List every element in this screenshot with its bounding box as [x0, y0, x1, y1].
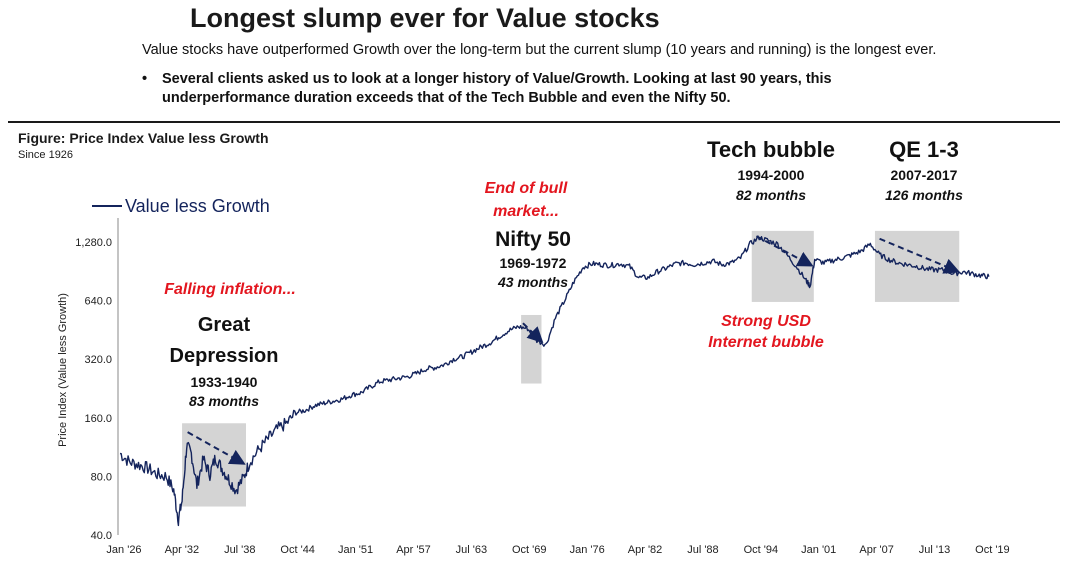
annotation-label: End of bull	[485, 180, 568, 197]
annotation-label: 83 months	[189, 393, 259, 409]
x-tick-label: Apr '57	[396, 544, 431, 556]
annotation-label: Internet bubble	[708, 334, 824, 351]
y-tick-label: 640.0	[84, 296, 112, 308]
annotation-label: Depression	[170, 345, 279, 367]
annotation-label: Nifty 50	[495, 228, 571, 251]
x-tick-label: Oct '19	[975, 544, 1010, 556]
highlight-region	[751, 230, 814, 302]
annotation-label: 126 months	[885, 187, 963, 203]
annotation-label: market...	[493, 203, 559, 220]
x-tick-label: Apr '82	[628, 544, 663, 556]
trend-arrow	[755, 235, 814, 267]
y-tick-label: 1,280.0	[75, 237, 112, 249]
y-tick-label: 80.0	[91, 471, 112, 483]
annotation-label: Great	[198, 314, 251, 336]
annotation-label: QE 1-3	[889, 137, 959, 162]
annotation-label: 2007-2017	[891, 167, 958, 183]
x-tick-label: Apr '07	[859, 544, 894, 556]
y-tick-label: 160.0	[84, 413, 112, 425]
annotation-label: Strong USD	[721, 313, 811, 330]
annotation-label: Falling inflation...	[164, 281, 296, 298]
x-tick-label: Oct '69	[512, 544, 547, 556]
x-tick-label: Jul '13	[919, 544, 950, 556]
annotation-label: 1933-1940	[191, 374, 258, 390]
bullet-icon: •	[142, 71, 148, 87]
trend-arrow	[879, 237, 961, 274]
y-tick-label: 320.0	[84, 354, 112, 366]
x-tick-label: Jul '88	[687, 544, 718, 556]
x-tick-label: Jan '76	[570, 544, 605, 556]
x-tick-label: Jan '26	[106, 544, 141, 556]
figure-title: Figure: Price Index Value less Growth	[18, 130, 269, 146]
legend-label: Value less Growth	[125, 196, 270, 216]
x-tick-label: Jan '51	[338, 544, 373, 556]
annotation-label: Tech bubble	[707, 137, 835, 162]
y-axis-label: Price Index (Value less Growth)	[57, 293, 69, 447]
x-tick-label: Apr '32	[165, 544, 200, 556]
section-divider	[8, 121, 1060, 123]
trend-arrow	[187, 431, 246, 465]
annotation-label: 1994-2000	[738, 167, 805, 183]
y-tick-label: 40.0	[91, 530, 112, 542]
x-tick-label: Jul '38	[224, 544, 255, 556]
x-tick-label: Oct '44	[280, 544, 315, 556]
annotation-label: 82 months	[736, 187, 806, 203]
annotation-label: 1969-1972	[500, 255, 567, 271]
x-tick-label: Oct '94	[744, 544, 779, 556]
figure-subtitle: Since 1926	[18, 149, 74, 161]
bullet-text: Several clients asked us to look at a lo…	[162, 70, 832, 108]
trend-arrow	[522, 322, 544, 344]
x-tick-label: Jan '01	[801, 544, 836, 556]
annotation-label: 43 months	[497, 274, 568, 290]
page-subtitle: Value stocks have outperformed Growth ov…	[142, 42, 937, 58]
bullet-line-2: underperformance duration exceeds that o…	[162, 90, 731, 106]
bullet-line-1: Several clients asked us to look at a lo…	[162, 71, 832, 87]
page-title: Longest slump ever for Value stocks	[190, 3, 660, 33]
x-tick-label: Jul '63	[456, 544, 487, 556]
